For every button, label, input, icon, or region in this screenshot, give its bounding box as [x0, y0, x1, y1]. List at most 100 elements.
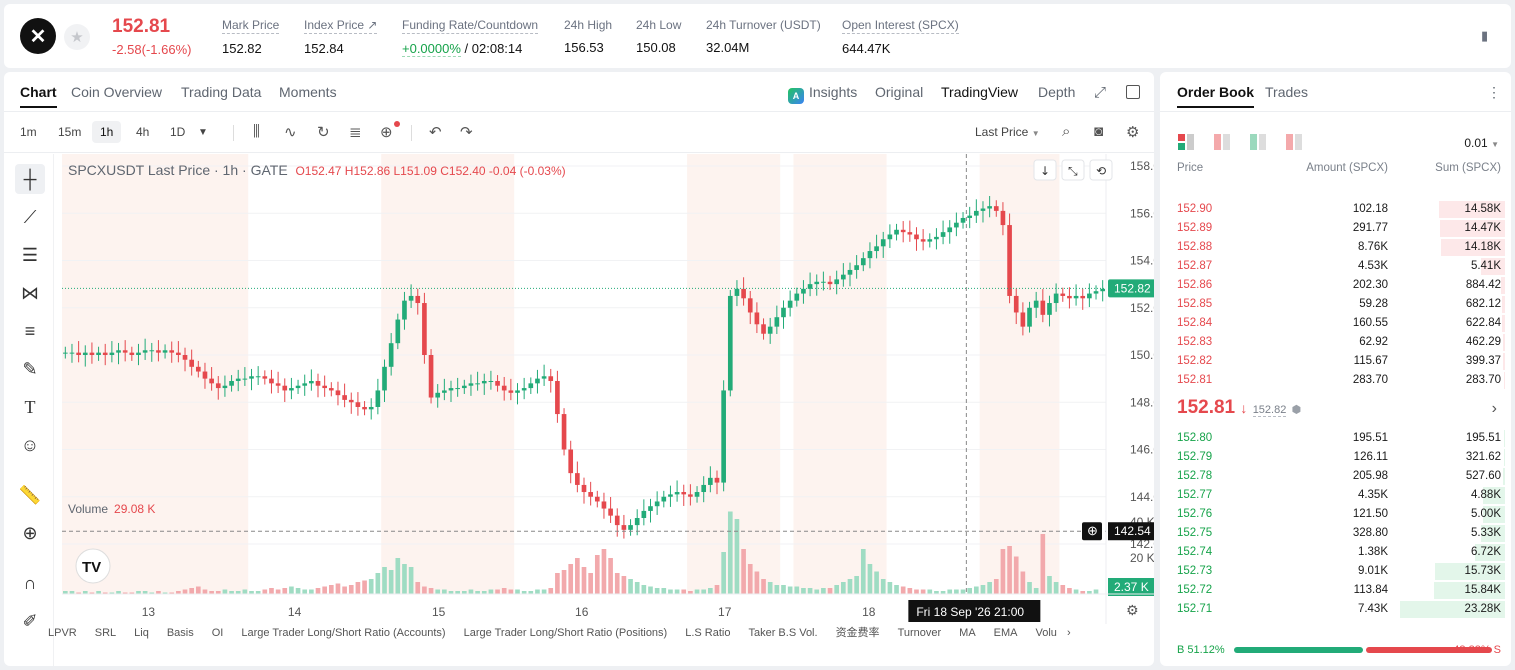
- chart-settings-icon[interactable]: ⚙: [1126, 603, 1139, 619]
- indicator-ema[interactable]: EMA: [993, 627, 1018, 639]
- volume-bar: [900, 586, 906, 594]
- interval-1h[interactable]: 1h: [92, 121, 122, 143]
- tick-size-select[interactable]: 0.01 ▼: [1464, 136, 1499, 150]
- ask-row[interactable]: 152.90 102.18 14.58K: [1160, 200, 1511, 219]
- compare-icon[interactable]: ↻: [317, 124, 330, 141]
- bid-row[interactable]: 152.72 113.84 15.84K: [1160, 581, 1511, 600]
- pattern-icon[interactable]: ⋈: [21, 282, 39, 303]
- tab-tradingview[interactable]: TradingView: [941, 84, 1019, 100]
- indicator-funding[interactable]: 资金费率: [835, 627, 880, 639]
- indicator-liq[interactable]: Liq: [134, 627, 149, 639]
- ask-row[interactable]: 152.83 62.92 462.29: [1160, 333, 1511, 352]
- interval-1d[interactable]: 1D: [170, 125, 186, 139]
- crosshair-icon[interactable]: ┼: [15, 164, 45, 194]
- more-menu-icon[interactable]: ⋮: [1487, 84, 1501, 100]
- interval-1m[interactable]: 1m: [20, 125, 37, 139]
- trendline-icon[interactable]: ⟋: [23, 206, 37, 227]
- window-icon[interactable]: [1126, 85, 1140, 99]
- bid-row[interactable]: 152.75 328.80 5.33K: [1160, 524, 1511, 543]
- text-tool-icon[interactable]: T: [24, 396, 36, 417]
- undo-icon[interactable]: ↶: [429, 124, 442, 141]
- expand-icon[interactable]: ⤢: [1094, 84, 1107, 101]
- interval-dropdown-icon[interactable]: ▼: [198, 127, 208, 138]
- ruler-icon[interactable]: 📏: [18, 484, 42, 505]
- candle-type-icon[interactable]: ⫼: [253, 123, 260, 140]
- chevron-right-icon[interactable]: ›: [1491, 400, 1497, 417]
- ask-row[interactable]: 152.87 4.53K 5.41K: [1160, 257, 1511, 276]
- horizontal-lines-icon[interactable]: ☰: [21, 244, 39, 265]
- indicator-ma[interactable]: MA: [959, 627, 976, 639]
- candlestick-chart[interactable]: 158.00 156.00 154.00 152.00 150.00 148.00 146.…: [60, 154, 1154, 624]
- indicator-ls-positions[interactable]: Large Trader Long/Short Ratio (Positions…: [463, 627, 668, 639]
- volume-bar: [375, 573, 381, 594]
- candle-body: [262, 376, 268, 379]
- redo-icon[interactable]: ↷: [460, 124, 473, 141]
- stat-index-price[interactable]: Index Price ↗ 152.84: [304, 18, 378, 56]
- indicators-icon[interactable]: ∿: [284, 124, 297, 141]
- bid-row[interactable]: 152.80 195.51 195.51: [1160, 429, 1511, 448]
- indicator-lpvr[interactable]: LPVR: [48, 627, 77, 639]
- add-order-plus-icon[interactable]: [1082, 522, 1102, 541]
- reset-icon[interactable]: ⟲: [1089, 159, 1113, 181]
- bid-row[interactable]: 152.76 121.50 5.00K: [1160, 505, 1511, 524]
- indicator-srl[interactable]: SRL: [94, 627, 117, 639]
- tab-insights[interactable]: A Insights: [788, 84, 857, 104]
- fib-icon[interactable]: ≡: [24, 320, 36, 341]
- fit-icon[interactable]: ⤡: [1061, 159, 1085, 181]
- interval-15m[interactable]: 15m: [58, 125, 82, 139]
- ask-row[interactable]: 152.84 160.55 622.84: [1160, 314, 1511, 333]
- volume-bar: [734, 519, 740, 594]
- ask-row[interactable]: 152.88 8.76K 14.18K: [1160, 238, 1511, 257]
- ask-row[interactable]: 152.82 115.67 399.37: [1160, 352, 1511, 371]
- book-icon[interactable]: ▮: [1481, 28, 1489, 43]
- indicator-basis[interactable]: Basis: [166, 627, 194, 639]
- indicator-ls-accounts[interactable]: Large Trader Long/Short Ratio (Accounts): [241, 627, 446, 639]
- ask-row[interactable]: 152.81 283.70 283.70: [1160, 371, 1511, 390]
- bid-row[interactable]: 152.78 205.98 527.60: [1160, 467, 1511, 486]
- search-icon[interactable]: ⌕: [1062, 123, 1071, 140]
- bid-row[interactable]: 152.71 7.43K 23.28K: [1160, 600, 1511, 619]
- brush-icon[interactable]: ✎: [22, 358, 38, 379]
- y-tick-label: 146.00: [1130, 443, 1154, 457]
- bid-row[interactable]: 152.77 4.35K 4.88K: [1160, 486, 1511, 505]
- screenshot-icon[interactable]: ◙: [1094, 123, 1104, 140]
- bid-row[interactable]: 152.74 1.38K 6.72K: [1160, 543, 1511, 562]
- tab-original[interactable]: Original: [875, 84, 924, 100]
- indicator-volume[interactable]: Volu: [1035, 627, 1057, 639]
- depth-bar: [1482, 487, 1505, 504]
- tab-trades[interactable]: Trades: [1265, 84, 1309, 100]
- view-asks-icon[interactable]: [1214, 134, 1230, 150]
- view-both-icon[interactable]: [1178, 134, 1194, 150]
- bid-row[interactable]: 152.79 126.11 321.62: [1160, 448, 1511, 467]
- price-type-select[interactable]: Last Price ▼: [975, 125, 1040, 139]
- zoom-in-icon[interactable]: ⊕: [22, 522, 38, 543]
- tab-depth[interactable]: Depth: [1038, 84, 1076, 100]
- scroll-down-icon[interactable]: ↓: [1033, 159, 1057, 181]
- favorite-star-icon[interactable]: ★: [64, 24, 90, 50]
- y-tick-label: 152.00: [1130, 301, 1154, 315]
- tab-chart[interactable]: Chart: [20, 84, 57, 108]
- view-bids-icon[interactable]: [1250, 134, 1266, 150]
- interval-4h[interactable]: 4h: [136, 125, 150, 139]
- templates-icon[interactable]: ≣: [349, 124, 362, 141]
- add-alert-icon[interactable]: ⊕: [380, 121, 400, 141]
- tab-trading-data[interactable]: Trading Data: [181, 84, 262, 100]
- bid-row[interactable]: 152.73 9.01K 15.73K: [1160, 562, 1511, 581]
- emoji-icon[interactable]: ☺: [20, 434, 40, 455]
- settings-gear-icon[interactable]: ⚙: [1126, 124, 1140, 141]
- magnet-icon[interactable]: ∩: [23, 572, 37, 593]
- tab-coin-overview[interactable]: Coin Overview: [71, 84, 163, 100]
- tab-moments[interactable]: Moments: [279, 84, 337, 100]
- ask-row[interactable]: 152.89 291.77 14.47K: [1160, 219, 1511, 238]
- view-depth-icon[interactable]: [1286, 134, 1302, 150]
- indicator-oi[interactable]: OI: [211, 627, 224, 639]
- indicator-taker-vol[interactable]: Taker B.S Vol.: [748, 627, 818, 639]
- pencil-lock-icon[interactable]: ✐: [22, 610, 38, 631]
- ask-row[interactable]: 152.85 59.28 682.12: [1160, 295, 1511, 314]
- ask-row[interactable]: 152.86 202.30 884.42: [1160, 276, 1511, 295]
- chevron-right-icon[interactable]: ›: [1066, 627, 1071, 639]
- tab-order-book[interactable]: Order Book: [1177, 84, 1255, 108]
- indicator-turnover[interactable]: Turnover: [897, 627, 942, 639]
- bid-amount: 126.11: [1353, 451, 1388, 463]
- indicator-ls-ratio[interactable]: L.S Ratio: [685, 627, 731, 639]
